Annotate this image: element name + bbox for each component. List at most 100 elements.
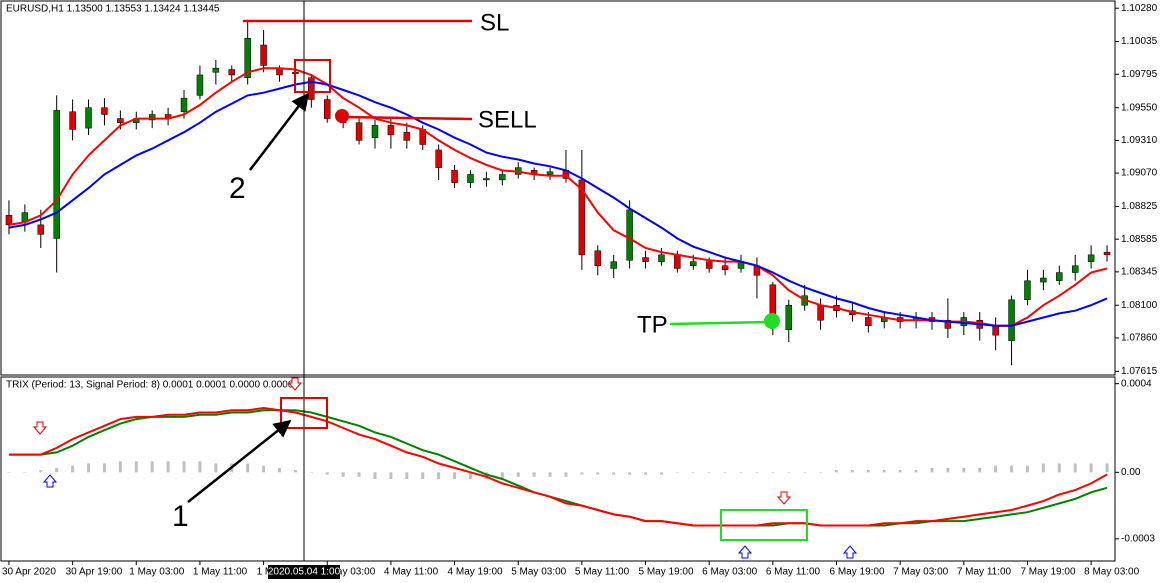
x-tick-label: 4 May 11:00 [384, 567, 439, 578]
x-tick-label: 5 May 19:00 [639, 567, 694, 578]
price-panel [0, 0, 1116, 376]
histogram-bar [214, 463, 218, 473]
histogram-bar [389, 472, 393, 479]
candle-body [944, 319, 952, 329]
crosshair-label: 2020.05.04 1:00 [268, 567, 341, 578]
candle-body [85, 107, 92, 129]
histogram-bar [628, 472, 632, 475]
x-tick-label: 1 May 11:00 [193, 567, 248, 578]
sl-label: SL [480, 9, 509, 36]
histogram-bar [1010, 465, 1014, 473]
line [9, 406, 1108, 527]
candle-body [180, 97, 188, 113]
x-tick-label: 1 May 03:00 [129, 567, 184, 578]
histogram-bar [564, 472, 568, 477]
histogram-bar [453, 472, 457, 479]
candle-body [260, 44, 267, 66]
histogram-bar [7, 472, 11, 473]
tp-dot [764, 313, 780, 329]
histogram-bar [930, 467, 934, 473]
buy-arrow [42, 474, 58, 488]
histogram-bar [325, 472, 329, 475]
x-tick-label: 8 May 03:00 [1084, 567, 1139, 578]
histogram-bar [1089, 463, 1093, 473]
histogram-bar [87, 463, 91, 473]
histogram-bar [134, 461, 138, 473]
x-tick-label: 30 Apr 19:00 [66, 567, 123, 578]
candle-body [546, 171, 554, 175]
x-tick-label: 5 May 11:00 [575, 567, 630, 578]
histogram-bar [182, 461, 186, 473]
x-tick-label: 30 Apr 2020 [2, 567, 56, 578]
candle-body [117, 118, 124, 123]
candle-body [355, 122, 363, 141]
y-tick-label: 1.08825 [1121, 201, 1158, 212]
candle-body [196, 74, 204, 96]
x-tick-label: 6 May 11:00 [766, 567, 821, 578]
histogram-bar [675, 472, 679, 473]
histogram-bar [39, 470, 43, 473]
histogram-bar [198, 461, 202, 473]
histogram-bar [691, 472, 695, 473]
sell-label: SELL [478, 106, 537, 133]
candle-body [435, 149, 442, 168]
sell-arrow [776, 491, 792, 505]
candle-body [37, 224, 45, 235]
histogram-bar [71, 465, 75, 473]
candle-body [1071, 265, 1079, 273]
candle-body [371, 125, 379, 138]
candle-body [705, 261, 713, 269]
histogram-bar [278, 467, 281, 473]
histogram-bar [468, 472, 472, 479]
tp-box [720, 509, 808, 541]
candle-body [690, 261, 697, 266]
tp-line [669, 320, 773, 326]
histogram-bar [707, 472, 711, 473]
histogram-bar [1073, 463, 1077, 473]
x-tick-label: 6 May 19:00 [830, 567, 885, 578]
trix-panel [0, 376, 1116, 562]
candle-body [817, 304, 824, 321]
histogram-bar [850, 470, 854, 473]
x-tick-label: 7 May 19:00 [1020, 567, 1075, 578]
candle-body [658, 254, 665, 262]
y-tick-label: 1.08585 [1121, 234, 1158, 245]
candle-body [53, 110, 60, 239]
candle-body [483, 178, 490, 181]
histogram-bar [1105, 463, 1109, 473]
histogram-bar [946, 467, 950, 473]
y-tick-label: 1.09795 [1121, 69, 1158, 80]
candle-body [1008, 299, 1015, 341]
x-tick-label: 4 May 19:00 [448, 567, 503, 578]
cross-box [280, 397, 328, 429]
candle-body [69, 111, 76, 130]
histogram-bar [118, 461, 122, 473]
histogram-bar [548, 472, 552, 477]
sell-arrow [287, 377, 303, 391]
histogram-bar [102, 463, 106, 473]
histogram-bar [166, 461, 170, 473]
histogram-bar [1057, 463, 1061, 473]
sell-line [341, 115, 473, 121]
y-tick-label: 1.09310 [1121, 135, 1158, 146]
candle-body [721, 265, 729, 271]
histogram-bar [1025, 465, 1029, 473]
x-tick-label: 4 May 03:00 [320, 567, 375, 578]
histogram-bar [580, 472, 584, 475]
line [8, 67, 1108, 327]
candle-body [451, 170, 458, 183]
line [9, 409, 1108, 527]
candle-body [101, 107, 108, 115]
candle-body [499, 174, 506, 181]
y-tick-label: 1.08100 [1121, 300, 1158, 311]
candle-body [642, 257, 649, 262]
histogram-bar [1041, 463, 1045, 473]
y-tick-label: -0.0003 [1121, 533, 1155, 544]
candle-body [5, 215, 13, 226]
histogram-bar [723, 472, 727, 473]
candle-body [387, 125, 395, 136]
candle-body [403, 131, 411, 141]
